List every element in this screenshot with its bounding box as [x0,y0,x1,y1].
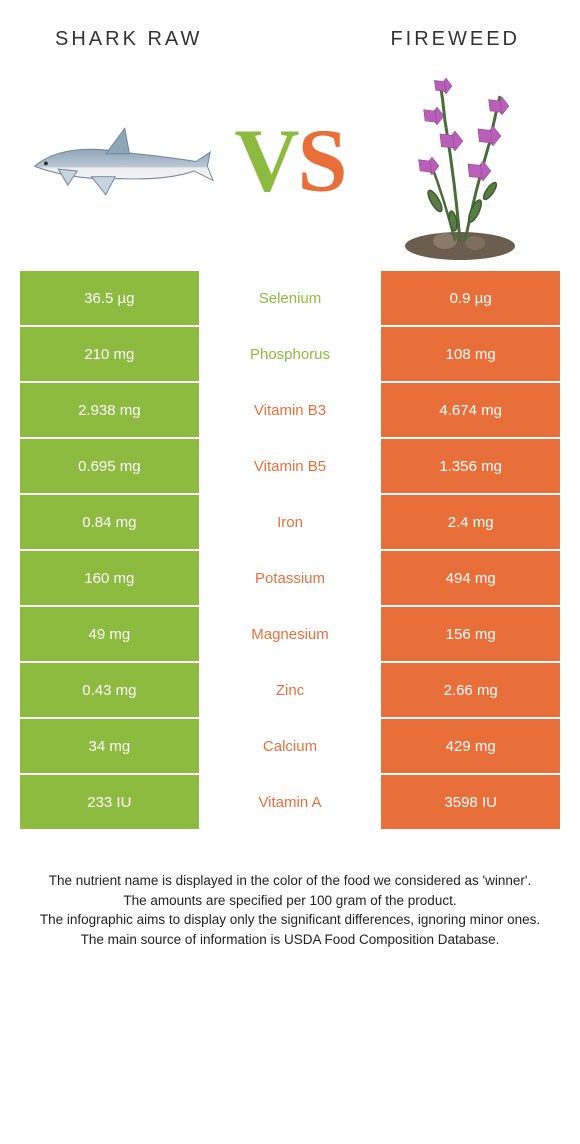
title-right: Fireweed [390,28,520,51]
title-left: Shark raw [55,28,202,51]
right-value: 156 mg [381,607,560,661]
header: Shark raw Fireweed [0,0,580,61]
left-value: 233 IU [20,775,201,829]
nutrient-name: Phosphorus [201,327,382,381]
right-value: 0.9 µg [381,271,560,325]
footer-line-2: The amounts are specified per 100 gram o… [30,891,550,911]
vs-s: S [297,112,345,211]
shark-icon [25,114,215,209]
right-value: 4.674 mg [381,383,560,437]
left-value: 2.938 mg [20,383,201,437]
table-row: 0.84 mgIron2.4 mg [20,495,560,551]
nutrient-name: Vitamin A [201,775,382,829]
right-value: 429 mg [381,719,560,773]
left-value: 36.5 µg [20,271,201,325]
table-row: 210 mgPhosphorus108 mg [20,327,560,383]
nutrient-name: Magnesium [201,607,382,661]
hero: VS [20,61,560,261]
footer-notes: The nutrient name is displayed in the co… [0,831,580,949]
table-row: 233 IUVitamin A3598 IU [20,775,560,831]
left-value: 210 mg [20,327,201,381]
nutrient-name: Potassium [201,551,382,605]
left-value: 34 mg [20,719,201,773]
right-value: 1.356 mg [381,439,560,493]
table-row: 2.938 mgVitamin B34.674 mg [20,383,560,439]
vs-text: VS [234,110,345,213]
nutrient-table: 36.5 µgSelenium0.9 µg210 mgPhosphorus108… [20,271,560,831]
nutrient-name: Zinc [201,663,382,717]
nutrient-name: Selenium [201,271,382,325]
nutrient-name: Calcium [201,719,382,773]
table-row: 34 mgCalcium429 mg [20,719,560,775]
footer-line-3: The infographic aims to display only the… [30,910,550,930]
left-value: 49 mg [20,607,201,661]
right-value: 494 mg [381,551,560,605]
left-value: 0.43 mg [20,663,201,717]
table-row: 49 mgMagnesium156 mg [20,607,560,663]
left-value: 0.695 mg [20,439,201,493]
vs-v: V [234,112,297,211]
left-value: 0.84 mg [20,495,201,549]
left-value: 160 mg [20,551,201,605]
right-value: 2.4 mg [381,495,560,549]
footer-line-4: The main source of information is USDA F… [30,930,550,950]
right-value: 3598 IU [381,775,560,829]
nutrient-name: Vitamin B5 [201,439,382,493]
shark-illustration [20,61,220,261]
nutrient-name: Iron [201,495,382,549]
fireweed-illustration [360,61,560,261]
right-value: 2.66 mg [381,663,560,717]
table-row: 0.695 mgVitamin B51.356 mg [20,439,560,495]
right-value: 108 mg [381,327,560,381]
table-row: 36.5 µgSelenium0.9 µg [20,271,560,327]
table-row: 160 mgPotassium494 mg [20,551,560,607]
nutrient-name: Vitamin B3 [201,383,382,437]
fireweed-icon [375,61,545,261]
table-row: 0.43 mgZinc2.66 mg [20,663,560,719]
footer-line-1: The nutrient name is displayed in the co… [30,871,550,891]
